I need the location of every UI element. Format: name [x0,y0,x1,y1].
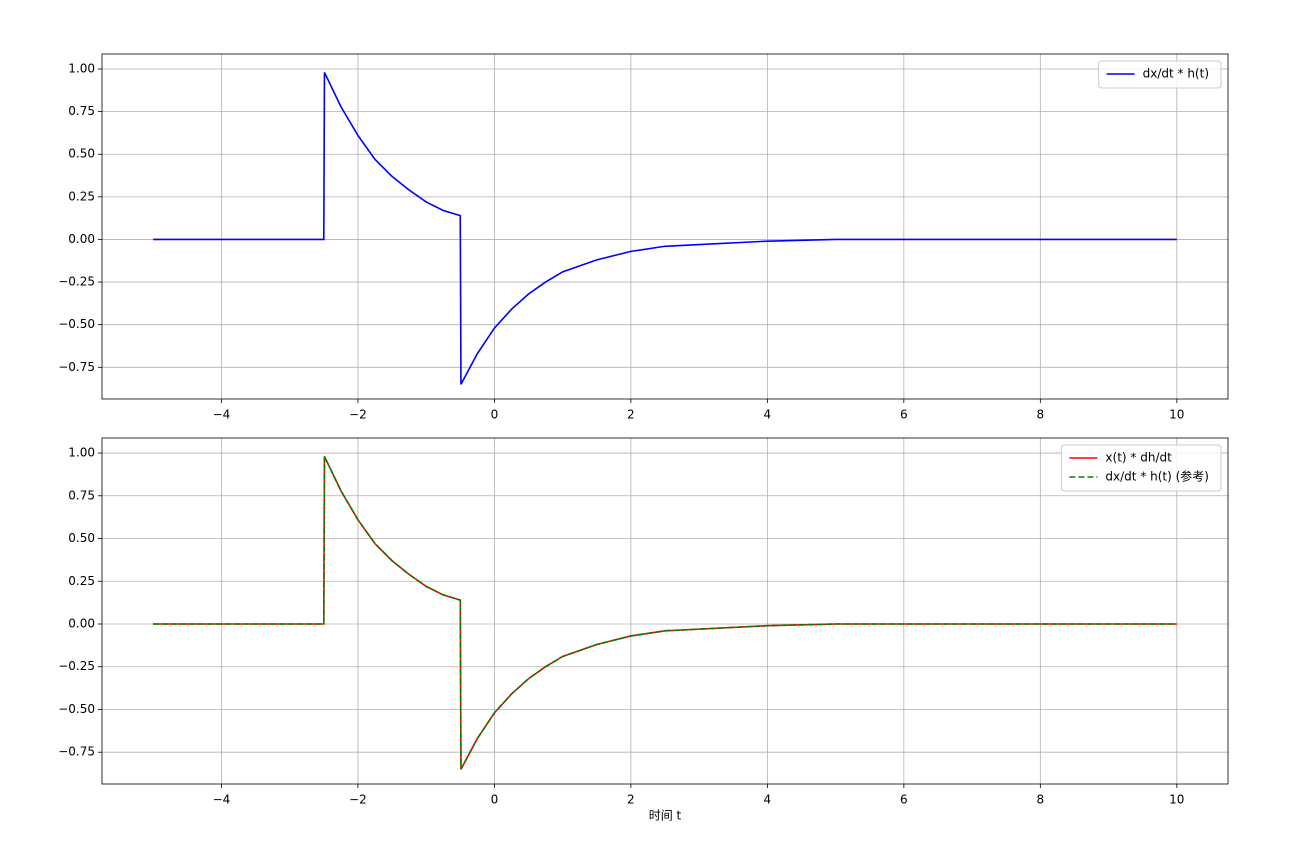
x-tick-label: −2 [349,408,367,422]
y-tick-label: −0.50 [58,702,95,716]
legend-frame [1060,444,1222,492]
y-tick-label: 0.50 [68,531,95,545]
y-tick-label: 0.75 [68,104,95,118]
series-line [153,456,1177,770]
x-axis-label: 时间 t [649,809,682,823]
y-tick-label: −0.75 [58,745,95,759]
legend: x(t) * dh/dt dx/dt * h(t) (参考) [1060,444,1222,492]
subplot: −4 −2 0 2 4 6 8 10 −0.75 −0.50 −0.25 0.00 0.25 0.50 0.… [58,437,1229,823]
y-tick-label: 1.00 [68,446,95,460]
x-tick-label: −4 [213,793,231,807]
legend-label: dx/dt * h(t) (参考) [1105,469,1209,484]
x-tick-label: 8 [1037,408,1045,422]
x-tick-label: 4 [764,793,772,807]
y-tick-label: 0.00 [68,616,95,630]
y-tick-label: −0.25 [58,275,95,289]
series-line [153,456,1177,770]
y-tick-label: 1.00 [68,62,95,76]
legend-label: dx/dt * h(t) [1143,67,1209,81]
x-tick-label: 0 [491,793,499,807]
x-tick-label: 10 [1169,793,1184,807]
x-tick-label: 10 [1169,408,1184,422]
x-tick-label: 6 [900,408,908,422]
legend-label: x(t) * dh/dt [1105,451,1172,465]
legend-frame [1098,60,1222,89]
y-tick-label: 0.25 [68,189,95,203]
y-tick-label: 0.75 [68,488,95,502]
axes-frame [101,53,1229,400]
x-tick-label: 0 [491,408,499,422]
y-tick-label: 0.25 [68,574,95,588]
legend: dx/dt * h(t) [1098,60,1222,89]
axes-frame [101,437,1229,785]
x-tick-label: 2 [627,793,635,807]
y-tick-label: −0.50 [58,317,95,331]
y-tick-label: −0.25 [58,659,95,673]
y-tick-label: −0.75 [58,360,95,374]
x-tick-label: −2 [349,793,367,807]
y-tick-label: 0.00 [68,232,95,246]
x-tick-label: 6 [900,793,908,807]
x-tick-label: −4 [213,408,231,422]
x-tick-label: 4 [764,408,772,422]
x-tick-label: 2 [627,408,635,422]
subplot: −4 −2 0 2 4 6 8 10 −0.75 −0.50 −0.25 0.00 0.25 0.50 0.… [58,53,1229,422]
y-tick-label: 0.50 [68,147,95,161]
x-tick-label: 8 [1037,793,1045,807]
series-line [153,72,1177,385]
